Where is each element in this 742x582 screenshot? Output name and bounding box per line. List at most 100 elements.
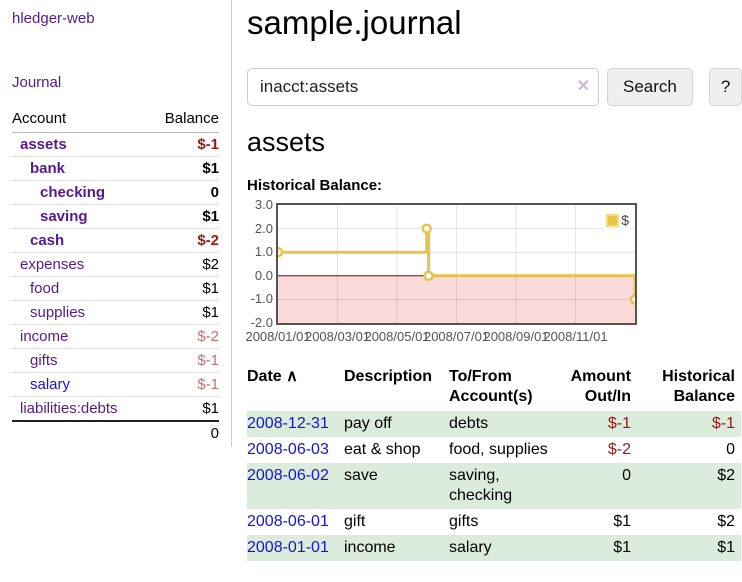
search-input-wrap: ✕ [247,68,599,106]
account-link-supplies[interactable]: supplies [30,304,86,321]
register-header-balance: Historical Balance [662,368,735,405]
account-row: cash $-2 [12,228,219,253]
y-axis-tick-label: 0.0 [254,267,273,283]
account-row: supplies $1 [12,300,219,325]
transaction-date-link[interactable]: 2008-06-02 [247,467,329,484]
account-link-checking[interactable]: checking [40,184,106,201]
accounts-total-value: 0 [148,420,219,445]
register-row: 2008-12-31 pay off debts $-1 $-1 [247,411,741,437]
search-help-button[interactable]: ? [708,68,742,106]
y-axis-tick-label: 3.0 [254,197,273,212]
account-balance: $-1 [148,372,219,397]
transaction-date-link[interactable]: 2008-06-01 [247,513,329,530]
transaction-accounts: salary [449,535,559,561]
account-row: bank $1 [12,156,219,181]
transaction-amount: $-1 [559,411,635,437]
sidebar: hledger-web Journal Account Balance asse… [0,0,232,447]
chart-title: Historical Balance: [247,177,383,194]
transaction-accounts: gifts [449,513,479,530]
account-row: income $-2 [12,324,219,349]
account-link-expenses[interactable]: expenses [20,256,85,273]
account-row: liabilities:debts $1 [12,396,219,422]
transaction-date-link[interactable]: 2008-01-01 [247,539,329,556]
transaction-balance: $1 [635,535,741,561]
accounts-total-row: 0 [12,420,219,445]
account-row: food $1 [12,276,219,301]
account-row: assets $-1 [12,132,219,157]
transaction-date-link[interactable]: 2008-06-03 [247,441,329,458]
account-link-gifts[interactable]: gifts [30,352,58,369]
account-balance: 0 [148,180,219,205]
page: hledger-web Journal Account Balance asse… [0,0,742,561]
page-title: sample.journal [247,4,462,41]
register-header-accounts: To/From Account(s) [449,368,533,405]
y-axis-tick-label: 2.0 [254,220,273,236]
y-axis-tick-label: -1.0 [250,291,273,307]
chart-legend: $ [604,211,631,229]
register-table: Date ∧ Description To/From Account(s) Am… [247,365,741,561]
account-balance: $-2 [148,228,219,253]
transaction-accounts: saving, checking [449,463,559,509]
x-axis-tick-label: 2008/03/01 [304,329,371,344]
register-header-date[interactable]: Date ∧ [247,368,298,385]
register-row: 2008-06-02 save saving, checking 0 $2 [247,463,741,509]
account-link-assets[interactable]: assets [20,136,67,153]
account-row: checking 0 [12,180,219,205]
x-axis-tick-label: 2008/11/01 [543,329,608,344]
transaction-balance: $2 [717,513,735,530]
account-heading: assets [247,127,326,157]
accounts-table: Account Balance assets $-1 bank $1 checking 0… [12,106,219,445]
account-balance: $-1 [148,348,219,373]
search-input[interactable] [247,68,599,106]
main-content: sample.journal ✕ Search ? assets Histori… [232,0,742,561]
register-header-amount: Amount Out/In [570,368,631,405]
accounts-header-account: Account [12,106,149,133]
account-link-food[interactable]: food [30,280,60,297]
legend-swatch-icon [606,213,620,227]
transaction-accounts: debts [449,411,559,437]
nav-journal-link[interactable]: Journal [12,74,62,91]
transaction-balance: $2 [635,463,741,509]
sort-ascending-icon: ∧ [286,368,298,385]
account-balance: $-1 [148,132,219,157]
account-balance: $1 [148,204,219,229]
app-title-link[interactable]: hledger-web [12,10,95,27]
transaction-date-link[interactable]: 2008-12-31 [247,415,329,432]
account-link-cash[interactable]: cash [30,232,65,249]
register-row: 2008-01-01 income salary $1 $1 [247,535,741,561]
x-axis-tick-label: 2008/09/01 [483,329,549,344]
transaction-description: eat & shop [344,441,421,458]
x-axis-tick-label: 2008/05/01 [364,329,430,344]
transaction-accounts: food, supplies [449,441,548,458]
account-balance: $1 [148,300,219,325]
transaction-amount: $1 [613,513,631,530]
chart-canvas [278,205,635,323]
transaction-description: save [344,463,449,509]
transaction-description: income [344,535,449,561]
transaction-balance: $-1 [635,411,741,437]
account-balance: $2 [148,252,219,277]
transaction-balance: 0 [726,441,735,458]
account-link-income[interactable]: income [20,328,69,345]
clear-search-icon[interactable]: ✕ [576,78,590,95]
account-link-saving[interactable]: saving [40,208,88,225]
account-row: saving $1 [12,204,219,229]
account-balance: $1 [148,396,219,422]
y-axis-tick-label: -2.0 [250,315,273,330]
account-link-liabilities-debts[interactable]: liabilities:debts [20,400,118,417]
search-form: ✕ Search ? [247,68,742,106]
transaction-description: pay off [344,411,449,437]
legend-series-label: $ [621,212,629,228]
transaction-amount: $-2 [607,441,631,458]
transaction-amount: $1 [559,535,635,561]
x-axis-tick-label: 2008/07/01 [423,329,490,344]
account-row: expenses $2 [12,252,219,277]
accounts-header-balance: Balance [148,106,219,133]
account-row: salary $-1 [12,372,219,397]
account-link-bank[interactable]: bank [30,160,66,177]
balance-chart: $ 3.0 2.0 1.0 0.0 -1.0 -2.0 2008/01/01 2008/03… [245,198,742,344]
account-row: gifts $-1 [12,348,219,373]
search-button[interactable]: Search [607,68,693,106]
account-link-salary[interactable]: salary [30,376,71,393]
account-balance: $1 [148,156,219,181]
